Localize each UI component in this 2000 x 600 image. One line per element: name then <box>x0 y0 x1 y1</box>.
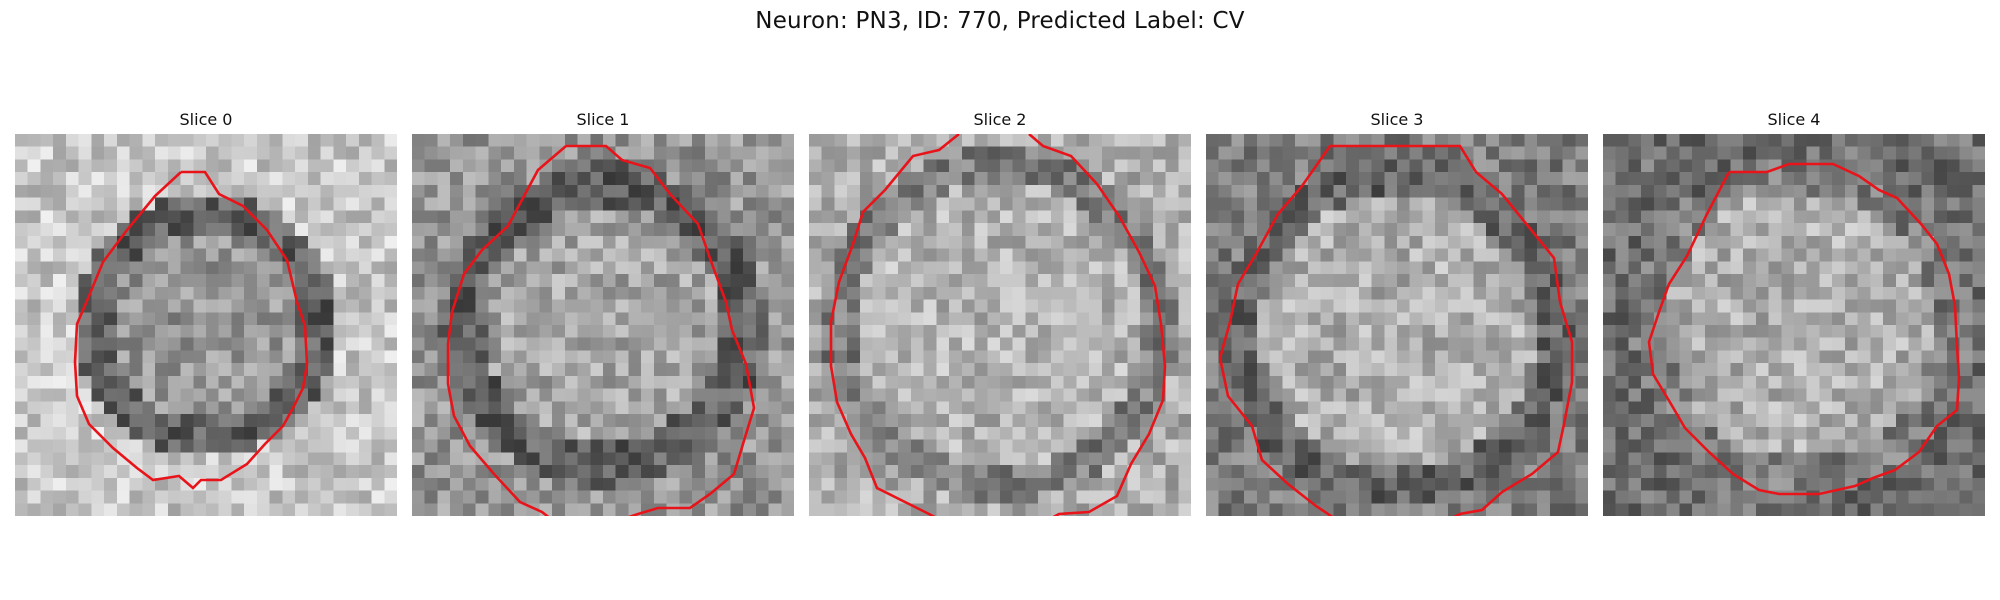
slice-panel-3: Slice 3 <box>1206 110 1588 530</box>
slice-image-3 <box>1206 134 1588 516</box>
slice-image-0 <box>15 134 397 516</box>
slice-panel-2: Slice 2 <box>809 110 1191 530</box>
contour-overlay-2 <box>829 134 1167 516</box>
cell-contour-2-lower <box>1028 134 1167 516</box>
cell-contour-4 <box>1647 162 1961 496</box>
cell-contour-2-upper <box>829 134 960 516</box>
figure-title: Neuron: PN3, ID: 770, Predicted Label: C… <box>755 8 1245 34</box>
slice-image-4 <box>1603 134 1985 516</box>
cell-contour-3 <box>1218 144 1574 516</box>
slice-title-4: Slice 4 <box>1767 110 1821 129</box>
slice-title-3: Slice 3 <box>1370 110 1424 129</box>
slice-title-1: Slice 1 <box>576 110 630 129</box>
slice-title-0: Slice 0 <box>179 110 233 129</box>
slice-panel-4: Slice 4 <box>1603 110 1985 530</box>
slice-title-2: Slice 2 <box>973 110 1027 129</box>
contour-overlay-3 <box>1218 144 1574 516</box>
slice-image-2 <box>809 134 1191 516</box>
cell-contour-0 <box>73 170 309 490</box>
contour-overlay-1 <box>446 144 756 516</box>
contour-overlay-4 <box>1647 162 1961 496</box>
contour-overlay-0 <box>73 170 309 490</box>
cell-contour-1 <box>446 144 756 516</box>
slice-panel-0: Slice 0 <box>15 110 397 530</box>
slice-panel-1: Slice 1 <box>412 110 794 530</box>
